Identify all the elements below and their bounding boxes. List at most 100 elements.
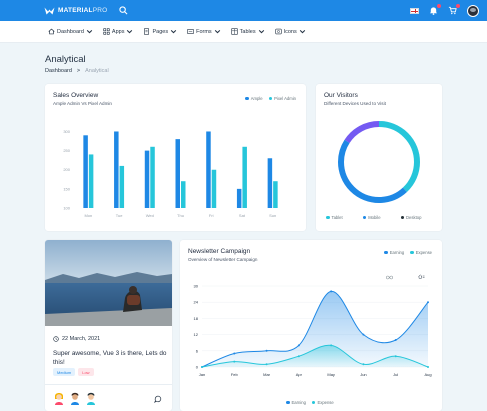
y-tick-label: 300 xyxy=(63,129,70,134)
person-avatar-3[interactable] xyxy=(85,391,97,405)
visitors-donut-chart xyxy=(338,121,420,203)
legend-mobile[interactable]: Mobile xyxy=(362,215,381,220)
home-icon xyxy=(48,28,55,35)
bar-pixel-admin xyxy=(181,181,186,208)
x-tick-label: Apr xyxy=(296,372,303,377)
tag-medium[interactable]: Medium xyxy=(53,368,76,376)
sales-subtitle: Ample Admin Vs Pixel Admin xyxy=(53,101,112,106)
legend-pixel-admin[interactable]: Pixel Admin xyxy=(268,96,296,101)
breadcrumb-root[interactable]: Dashboard xyxy=(45,68,72,74)
breadcrumb-separator: > xyxy=(76,68,81,74)
x-tick-label: Wed xyxy=(146,213,154,218)
x-tick-label: Jan xyxy=(199,372,205,377)
menu-item-dashboard[interactable]: Dashboard xyxy=(48,28,93,35)
y-tick-label: 30 xyxy=(194,284,199,289)
newsletter-title: Newsletter Campaign xyxy=(188,248,251,255)
logo-icon xyxy=(44,7,55,14)
visitors-title: Our Visitors xyxy=(324,92,358,99)
point-earning xyxy=(427,301,429,304)
legend-desktop[interactable]: Desktop xyxy=(400,215,422,220)
legend-ample[interactable]: Ample xyxy=(245,96,263,101)
chevron-down-icon xyxy=(86,29,93,34)
point-earning xyxy=(362,333,365,336)
x-tick-label: Sun xyxy=(269,213,276,218)
menu-item-icons[interactable]: Icons xyxy=(274,28,306,35)
person-avatar-2[interactable] xyxy=(69,391,81,405)
menu-item-apps[interactable]: Apps xyxy=(103,28,134,35)
legend-label: Mobile xyxy=(368,215,381,220)
point-expense xyxy=(233,360,236,363)
menu-label: Pages xyxy=(152,28,169,35)
breadcrumb: Dashboard > Analytical xyxy=(45,68,109,74)
cart-dot xyxy=(456,4,460,8)
legend-label: Desktop xyxy=(406,215,422,220)
y-tick-label: 24 xyxy=(194,300,199,305)
brand[interactable]: MATERIAL PRO xyxy=(8,7,107,15)
newsletter-legend-bottom: Earning Expense xyxy=(286,400,334,405)
cart-icon[interactable] xyxy=(448,4,460,15)
bell-icon[interactable] xyxy=(429,4,441,15)
y-tick-label: 18 xyxy=(194,316,199,321)
tag-low[interactable]: Low xyxy=(78,368,94,376)
x-tick-label: Jul xyxy=(393,372,398,377)
newsletter-campaign-card: Newsletter Campaign Overview of Newslett… xyxy=(180,240,442,411)
menu-item-pages[interactable]: Pages xyxy=(143,28,177,35)
bar-ample xyxy=(206,131,211,208)
chevron-down-icon xyxy=(299,29,305,34)
point-expense xyxy=(330,344,333,347)
menu-label: Tables xyxy=(239,28,256,35)
x-tick-label: Aug xyxy=(424,372,431,377)
y-tick-label: 12 xyxy=(194,332,199,337)
sales-title: Sales Overview xyxy=(53,92,99,99)
y-tick-label: 150 xyxy=(63,186,70,191)
chart-toolbar-right xyxy=(418,274,425,279)
bar-ample xyxy=(175,139,180,208)
bar-ample xyxy=(114,131,119,208)
user-avatar[interactable] xyxy=(467,4,479,17)
search-icon[interactable] xyxy=(119,6,128,15)
visitors-legend: Tablet Mobile Desktop xyxy=(326,215,421,220)
menu-item-forms[interactable]: Forms xyxy=(187,28,221,35)
home-icon[interactable] xyxy=(418,274,425,279)
x-tick-label: May xyxy=(327,372,335,377)
legend-expense-bottom[interactable]: Expense xyxy=(311,400,334,405)
area-earning xyxy=(202,291,428,367)
bar-ample xyxy=(267,158,273,208)
x-tick-label: Thu xyxy=(177,213,184,218)
x-tick-label: Sat xyxy=(239,213,246,218)
person-avatar-1[interactable] xyxy=(53,391,65,405)
point-earning xyxy=(394,339,397,341)
menu-item-tables[interactable]: Tables xyxy=(231,28,265,35)
legend-earning-bottom[interactable]: Earning xyxy=(286,400,306,405)
point-expense xyxy=(394,355,397,358)
y-tick-label: 100 xyxy=(63,206,70,211)
donut-slice-mobile xyxy=(338,121,420,203)
post-title[interactable]: Super awesome, Vue 3 is there, Lets do t… xyxy=(53,350,167,366)
x-tick-label: Fri xyxy=(209,213,214,218)
chat-icon[interactable] xyxy=(154,395,162,403)
y-tick-label: 0 xyxy=(196,365,199,370)
post-date: 22 March, 2021 xyxy=(62,336,101,342)
legend-label: Earning xyxy=(389,250,405,255)
y-tick-label: 6 xyxy=(196,348,199,353)
post-date-row: 22 March, 2021 xyxy=(53,336,100,342)
notification-dot xyxy=(437,4,441,8)
area-expense xyxy=(202,345,428,367)
post-authors xyxy=(53,391,97,405)
post-divider xyxy=(45,384,172,385)
chevron-down-icon xyxy=(214,29,220,34)
bar-pixel-admin xyxy=(273,181,278,208)
legend-earning[interactable]: Earning xyxy=(384,250,404,255)
legend-expense[interactable]: Expense xyxy=(410,250,432,255)
point-expense xyxy=(201,366,203,368)
flag-icon[interactable] xyxy=(410,7,419,14)
our-visitors-card: Our Visitors Different Devices Used to V… xyxy=(316,84,442,231)
zoom-icon[interactable] xyxy=(386,275,393,280)
legend-tablet[interactable]: Tablet xyxy=(326,215,343,220)
x-tick-label: Tue xyxy=(116,213,124,218)
bar-pixel-admin xyxy=(119,165,125,208)
point-expense xyxy=(297,355,300,358)
x-tick-label: Mar xyxy=(263,372,271,377)
newsletter-legend-top: Earning Expense xyxy=(384,250,432,255)
line-earning xyxy=(201,290,429,368)
